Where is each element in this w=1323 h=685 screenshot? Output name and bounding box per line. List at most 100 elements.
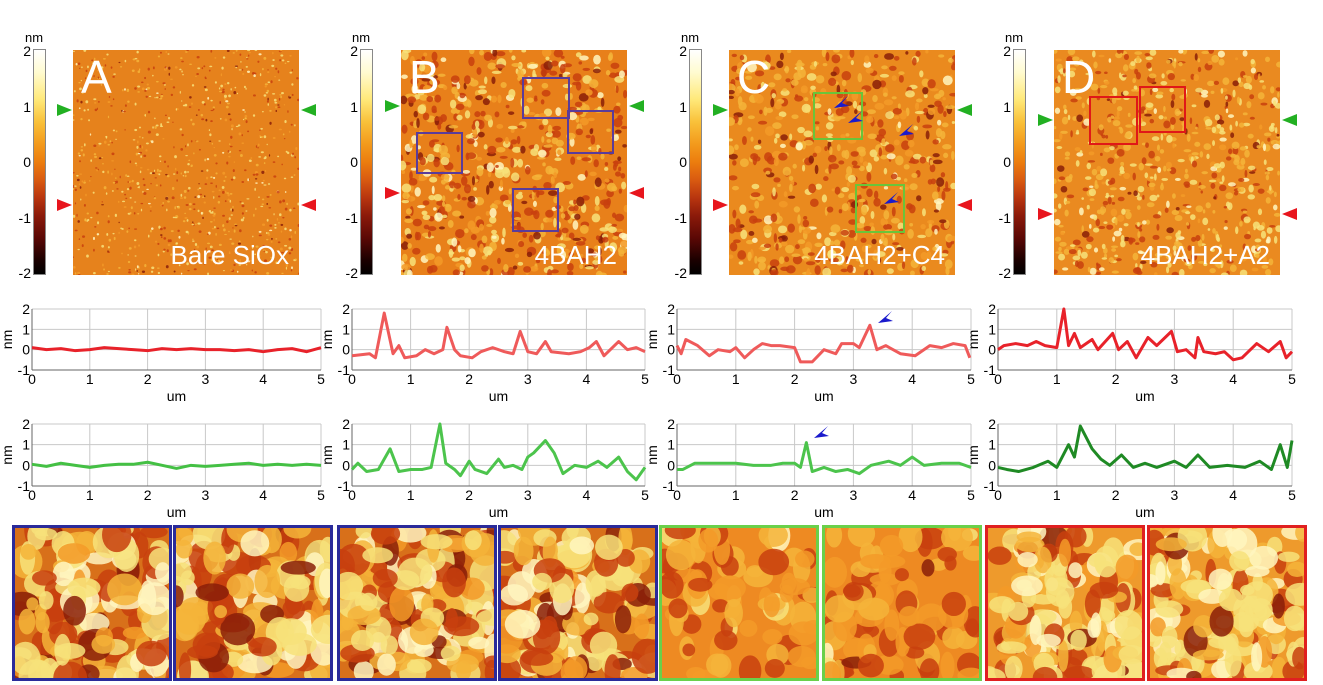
- colorbar-tick-label: 2: [350, 43, 358, 59]
- region-box: [512, 188, 559, 232]
- colorbar-tick-label: 1: [350, 98, 358, 115]
- y-axis-label: nm: [0, 330, 15, 349]
- x-tick-label: 5: [317, 487, 325, 503]
- y-tick-label: 2: [22, 301, 30, 317]
- green-profile-marker-left: [713, 104, 728, 116]
- y-tick-label: -1: [338, 478, 351, 494]
- inset-height-map: [825, 528, 979, 678]
- blue-arrowhead-icon: [884, 192, 899, 204]
- x-tick-label: 4: [259, 487, 267, 503]
- profile-line: [350, 422, 647, 482]
- x-tick-label: 4: [583, 371, 591, 387]
- colorbar-unit-label: nm: [681, 30, 700, 45]
- region-box: [813, 92, 863, 140]
- inset-height-map: [988, 528, 1142, 678]
- x-tick-label: 5: [317, 371, 325, 387]
- zoomed-region-inset: [985, 525, 1145, 681]
- colorbar: [1013, 49, 1026, 275]
- x-tick-label: 3: [202, 371, 210, 387]
- region-box: [567, 110, 614, 154]
- x-tick-label: 2: [144, 487, 152, 503]
- x-tick-label: 5: [1288, 371, 1296, 387]
- y-tick-label: 0: [342, 342, 350, 358]
- x-tick-label: 2: [791, 487, 799, 503]
- profile-line: [677, 441, 972, 476]
- green-profile-marker-left: [57, 104, 72, 116]
- y-axis-label: nm: [645, 330, 660, 349]
- y-tick-label: 1: [667, 321, 675, 337]
- x-tick-label: 1: [407, 371, 415, 387]
- y-tick-label: 2: [22, 416, 30, 432]
- y-tick-label: 2: [988, 301, 996, 317]
- y-tick-label: -1: [984, 362, 997, 378]
- x-tick-label: 1: [732, 487, 740, 503]
- x-tick-label: 4: [583, 487, 591, 503]
- x-axis-label: um: [1135, 388, 1154, 404]
- y-tick-label: 2: [667, 416, 675, 432]
- afm-image-d: D 4BAH2+A2: [1054, 50, 1280, 275]
- inset-height-map: [1150, 528, 1304, 678]
- colorbar-tick-label: -2: [674, 265, 687, 281]
- x-tick-label: 2: [1112, 487, 1120, 503]
- green-profile-marker-right: [957, 104, 972, 116]
- x-tick-label: 1: [407, 487, 415, 503]
- panel-letter: C: [737, 51, 771, 103]
- y-axis-label: nm: [0, 445, 15, 464]
- y-tick-label: -1: [984, 478, 997, 494]
- y-tick-label: 2: [342, 416, 350, 432]
- y-tick-label: 1: [988, 321, 996, 337]
- x-tick-label: 1: [732, 371, 740, 387]
- x-tick-label: 1: [1053, 371, 1061, 387]
- colorbar-tick-label: -2: [345, 265, 358, 281]
- region-box: [1139, 86, 1186, 133]
- x-axis-label: um: [814, 504, 833, 520]
- x-axis-label: um: [167, 504, 186, 520]
- y-axis-label: nm: [966, 330, 981, 349]
- y-tick-label: 0: [988, 457, 996, 473]
- x-tick-label: 4: [908, 371, 916, 387]
- green-profile-marker-left: [385, 100, 400, 112]
- x-tick-label: 4: [1229, 487, 1237, 503]
- zoomed-region-inset: [659, 525, 819, 681]
- x-tick-label: 1: [1053, 487, 1061, 503]
- x-tick-label: 3: [1171, 487, 1179, 503]
- x-tick-label: 2: [791, 371, 799, 387]
- colorbar-tick-label: 0: [679, 154, 687, 170]
- zoomed-region-inset: [1147, 525, 1307, 681]
- x-axis-label: um: [814, 388, 833, 404]
- blue-arrowhead-icon: [848, 111, 863, 123]
- sample-label: 4BAH2: [534, 240, 617, 270]
- afm-height-map: [73, 50, 299, 275]
- y-tick-label: 2: [342, 301, 350, 317]
- y-tick-label: 0: [22, 342, 30, 358]
- x-tick-label: 3: [850, 371, 858, 387]
- green-profile-marker-right: [629, 100, 644, 112]
- x-tick-label: 2: [465, 371, 473, 387]
- x-tick-label: 5: [641, 487, 649, 503]
- x-tick-label: 5: [967, 487, 975, 503]
- y-tick-label: -1: [338, 362, 351, 378]
- region-box: [522, 77, 570, 119]
- zoomed-region-inset: [12, 525, 172, 681]
- blue-arrowhead-icon: [834, 96, 849, 108]
- blue-arrowhead-icon: [878, 311, 893, 323]
- y-tick-label: -1: [18, 478, 31, 494]
- blue-arrowhead-icon: [899, 124, 914, 136]
- x-tick-label: 5: [641, 371, 649, 387]
- x-tick-label: 1: [86, 487, 94, 503]
- green-profile-marker-right: [1282, 114, 1297, 126]
- x-axis-label: um: [167, 388, 186, 404]
- red-profile-marker-left: [1038, 208, 1053, 220]
- colorbar-tick-label: 0: [350, 154, 358, 170]
- x-tick-label: 3: [202, 487, 210, 503]
- colorbar: [33, 49, 46, 275]
- red-profile-marker-right: [957, 199, 972, 211]
- x-axis-label: um: [1135, 504, 1154, 520]
- x-tick-label: 0: [673, 487, 681, 503]
- colorbar: [360, 49, 373, 275]
- zoomed-region-inset: [337, 525, 497, 681]
